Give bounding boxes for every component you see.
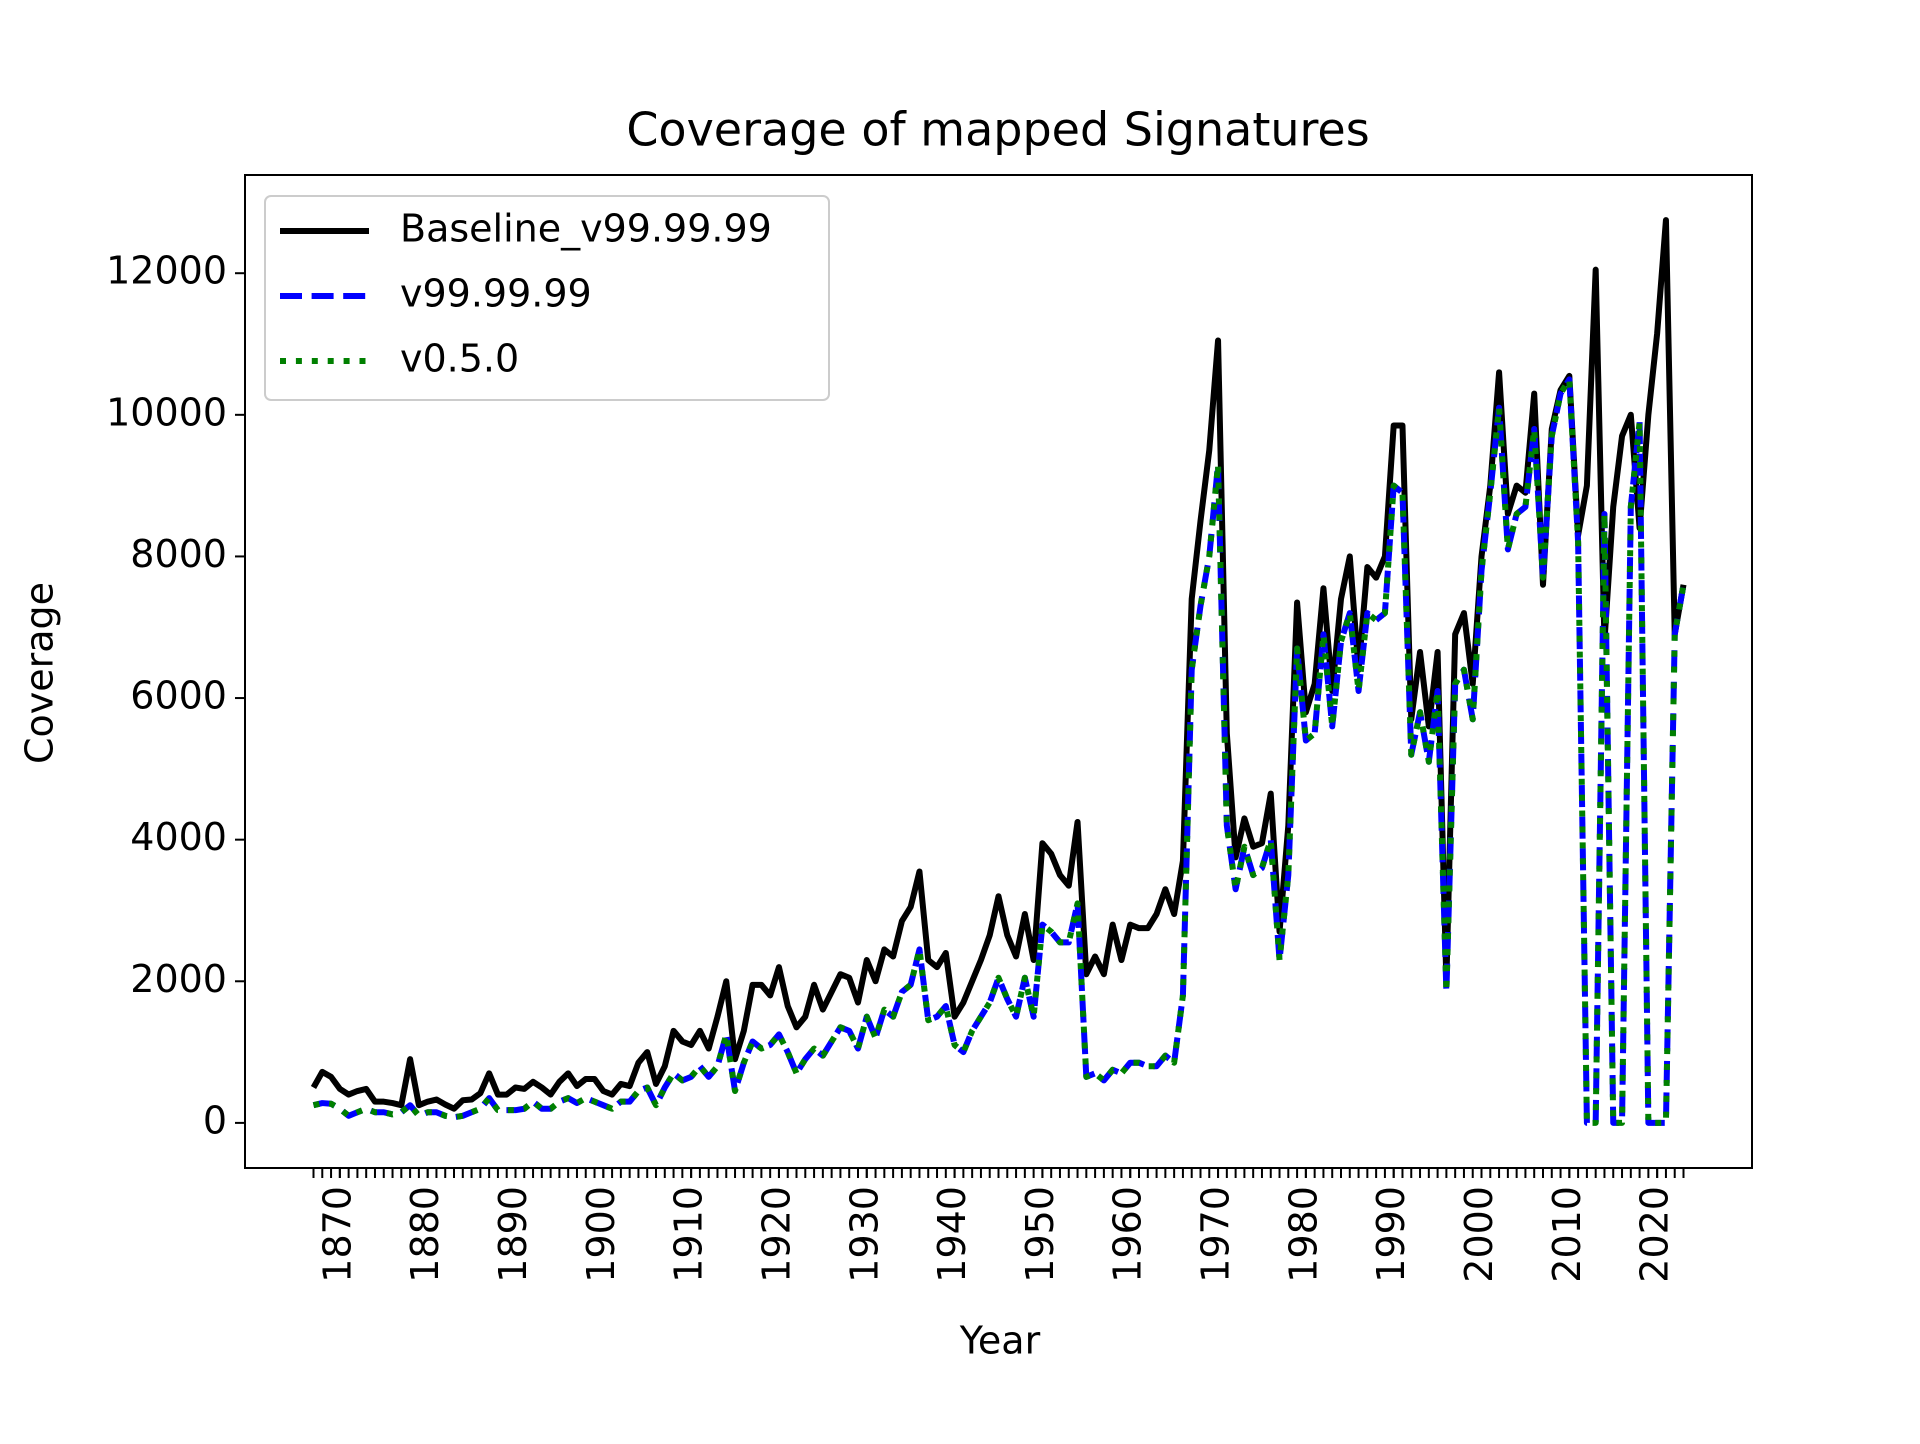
x-tick-label: 1930	[842, 1186, 886, 1283]
x-tick-label: 1920	[754, 1186, 798, 1283]
x-tick-label: 1900	[579, 1186, 623, 1283]
x-tick-label: 1970	[1194, 1186, 1238, 1283]
legend-box	[264, 195, 830, 401]
y-tick-label: 8000	[130, 532, 227, 576]
y-tick-label: 2000	[130, 957, 227, 1001]
x-tick-label: 1890	[491, 1186, 535, 1283]
legend-label: Baseline_v99.99.99	[400, 207, 772, 251]
x-tick-label: 1950	[1018, 1186, 1062, 1283]
x-axis-label: Year	[959, 1319, 1041, 1363]
x-tick-label: 1880	[403, 1186, 447, 1283]
y-tick-label: 10000	[106, 390, 227, 434]
series-line	[312, 376, 1687, 1126]
legend-label: v0.5.0	[400, 337, 519, 381]
y-tick-label: 4000	[130, 815, 227, 859]
x-tick-label: 1980	[1281, 1186, 1325, 1283]
x-tick-label: 2020	[1633, 1186, 1677, 1283]
y-tick-label: 0	[203, 1098, 227, 1142]
legend-label: v99.99.99	[400, 272, 592, 316]
x-tick-label: 1990	[1369, 1186, 1413, 1283]
series-line	[312, 376, 1687, 1126]
x-tick-label: 1940	[930, 1186, 974, 1283]
x-tick-label: 2000	[1457, 1186, 1501, 1283]
x-tick-label: 1910	[667, 1186, 711, 1283]
x-tick-label: 1960	[1106, 1186, 1150, 1283]
y-tick-label: 12000	[106, 249, 227, 293]
y-axis-label: Coverage	[18, 582, 62, 764]
series-line	[310, 217, 1687, 1112]
x-tick-label: 2010	[1545, 1186, 1589, 1283]
y-tick-label: 6000	[130, 674, 227, 718]
x-tick-label: 1870	[315, 1186, 359, 1283]
chart-title: Coverage of mapped Signatures	[626, 103, 1369, 157]
plot-frame	[244, 174, 1753, 1169]
